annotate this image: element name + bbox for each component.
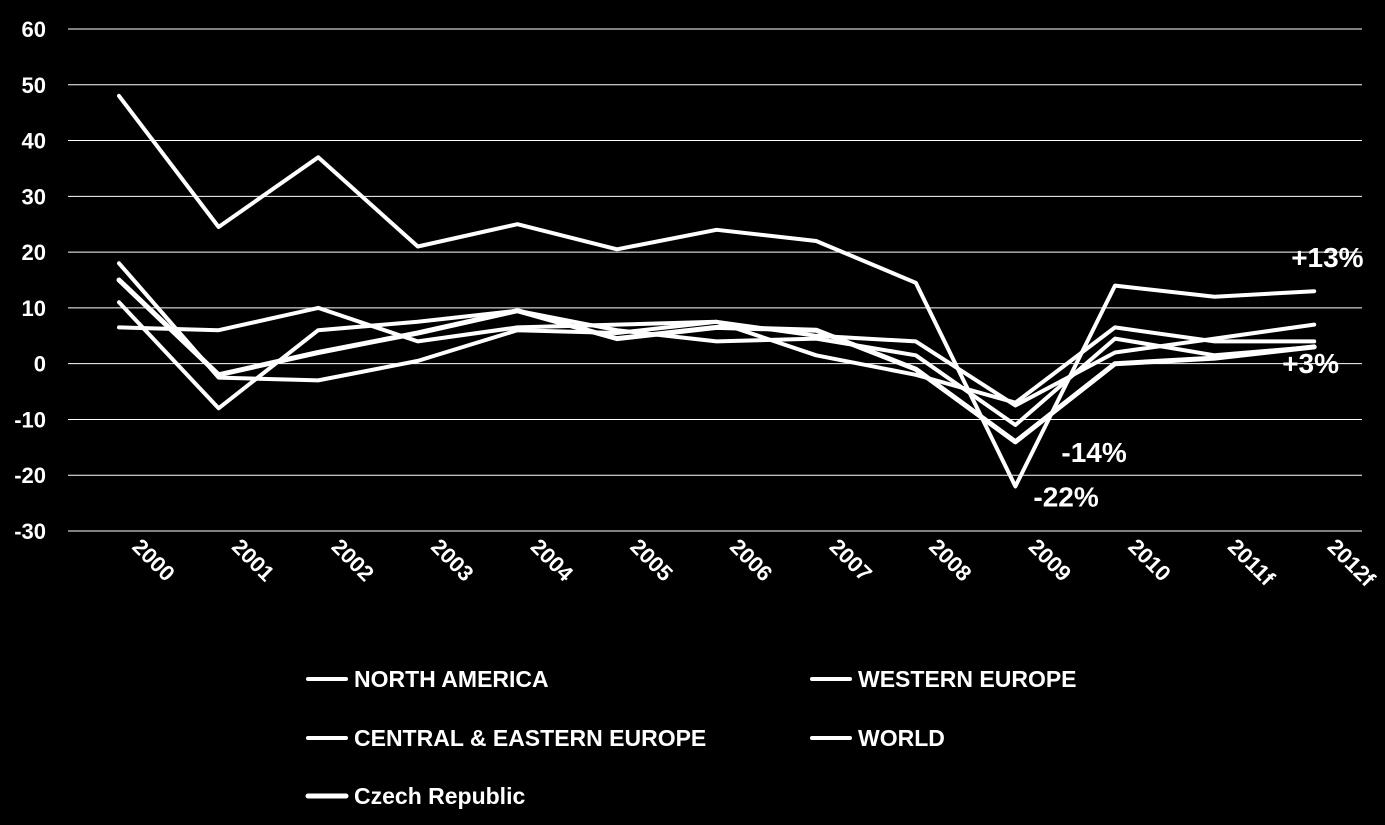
x-axis-ticks: 2000 2001 2002 2003 2004 2005 2006 2007 2008 2009…: [127, 534, 1380, 592]
legend-label: CENTRAL & EASTERN EUROPE: [354, 725, 706, 751]
y-tick-label: 30: [22, 184, 46, 209]
y-tick-label: -30: [14, 519, 46, 544]
y-tick-label: 0: [34, 352, 46, 377]
legend-label: WESTERN EUROPE: [858, 666, 1077, 692]
annotation-3: -22%: [1033, 481, 1098, 512]
x-tick-label: 2012f: [1323, 534, 1381, 592]
series-lines: [116, 93, 1317, 489]
y-tick-label: 10: [22, 296, 46, 321]
series-line-3: [117, 93, 1317, 489]
legend-label: Czech Republic: [354, 783, 525, 809]
series-line-4: [116, 277, 1317, 445]
x-tick-label: 2004: [526, 534, 579, 587]
annotation-1: +3%: [1282, 348, 1339, 379]
x-tick-label: 2006: [725, 534, 777, 586]
legend-label: NORTH AMERICA: [354, 666, 549, 692]
x-tick-label: 2009: [1024, 534, 1076, 586]
legend: NORTH AMERICA WESTERN EUROPE CENTRAL & EAS…: [305, 666, 1077, 809]
gridlines: [68, 28, 1362, 532]
y-tick-label: -10: [14, 407, 46, 432]
series-line-2: [117, 300, 1317, 427]
x-tick-label: 2010: [1123, 534, 1175, 586]
x-tick-label: 2002: [327, 534, 379, 586]
x-tick-label: 2000: [127, 534, 179, 586]
legend-label: WORLD: [858, 725, 945, 751]
x-tick-label: 2005: [625, 534, 677, 586]
y-axis-ticks: 60 50 40 30 20 10 0 -10 -20 -30: [14, 17, 46, 544]
y-tick-label: 40: [22, 129, 46, 154]
y-tick-label: 60: [22, 17, 46, 42]
annotation-2: -14%: [1061, 437, 1126, 468]
x-tick-label: 2011f: [1223, 534, 1280, 591]
x-tick-label: 2007: [825, 534, 877, 586]
y-tick-label: 50: [22, 73, 46, 98]
series-line-0: [117, 261, 1317, 405]
x-tick-label: 2008: [924, 534, 976, 586]
y-tick-label: -20: [14, 463, 46, 488]
y-tick-label: 20: [22, 240, 46, 265]
annotation-0: +13%: [1291, 242, 1363, 273]
annotations: +13% +3% -14% -22%: [1033, 242, 1363, 512]
series-line-1: [117, 305, 1317, 408]
x-tick-label: 2001: [227, 534, 279, 586]
x-tick-label: 2003: [426, 534, 478, 586]
